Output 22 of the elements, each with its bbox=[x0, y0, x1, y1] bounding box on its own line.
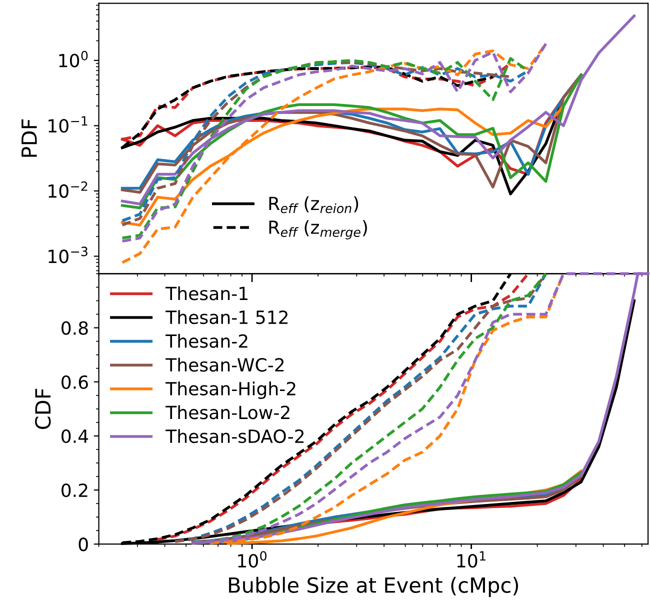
y-tick-label: 0.4 bbox=[62, 429, 88, 444]
y-tick-label: 0.8 bbox=[62, 321, 88, 335]
y-axis-title: PDF bbox=[22, 119, 37, 157]
legend-label: R$_{eff}$ (z$_{merge}$) bbox=[269, 220, 367, 240]
legend-label: Thesan-1 512 bbox=[166, 310, 288, 324]
legend-label: R$_{eff}$ (z$_{reion}$) bbox=[269, 196, 358, 214]
legend-label: Thesan-1 bbox=[166, 286, 248, 300]
legend-label: Thesan-Low-2 bbox=[166, 405, 290, 420]
y-tick-label: 10$^{−3}$ bbox=[48, 246, 88, 264]
x-axis-title: Bubble Size at Event (cMpc) bbox=[229, 576, 518, 598]
y-tick-label: 10$^{0}$ bbox=[59, 50, 88, 68]
x-tick-label: 10$^{1}$ bbox=[457, 551, 486, 568]
y-tick-label: 0.6 bbox=[62, 375, 88, 389]
y-tick-label: 10$^{−1}$ bbox=[48, 116, 88, 133]
y-axis-title: CDF bbox=[35, 388, 51, 430]
legend-label: Thesan-sDAO-2 bbox=[166, 429, 304, 444]
y-tick-label: 0 bbox=[78, 538, 88, 552]
y-tick-label: 0.2 bbox=[62, 483, 88, 498]
legend-label: Thesan-High-2 bbox=[166, 382, 296, 399]
y-tick-label: 10$^{−2}$ bbox=[48, 181, 88, 198]
legend-label: Thesan-2 bbox=[166, 334, 248, 348]
legend-label: Thesan-WC-2 bbox=[166, 358, 284, 372]
